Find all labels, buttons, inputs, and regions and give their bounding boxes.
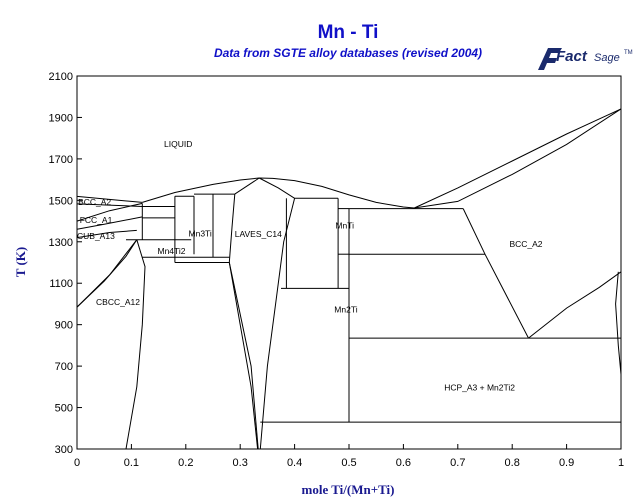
- phase-label-bcc-a2-left: BCC_A2: [78, 197, 111, 207]
- y-tick-label: 300: [55, 444, 73, 456]
- x-tick-label: 0.7: [450, 457, 465, 469]
- x-tick-label: 0.8: [505, 457, 520, 469]
- diagram-title: Mn - Ti: [318, 22, 379, 43]
- boundary-laves-top-right: [258, 177, 295, 199]
- phase-label-mn3ti: Mn3Ti: [189, 229, 212, 239]
- y-tick-label: 1700: [49, 154, 73, 166]
- phase-label-fcc-a1: FCC_A1: [80, 215, 113, 225]
- boundary-laves-top-left: [234, 177, 260, 195]
- x-tick-label: 0.6: [396, 457, 411, 469]
- logo-word-fact: Fact: [556, 48, 588, 65]
- boundary-hcp-solvus: [615, 271, 622, 375]
- phase-label-hcp-mn2ti: HCP_A3 + Mn2Ti2: [444, 383, 515, 393]
- boundary-liquidus-dome: [142, 177, 415, 209]
- boundary-hcp-bcc-right: [528, 271, 622, 339]
- x-tick-label: 0.3: [233, 457, 248, 469]
- logo-f-swoosh-icon: [538, 48, 562, 70]
- x-tick-label: 0.4: [287, 457, 302, 469]
- y-axis-label: T (K): [13, 247, 28, 277]
- y-tick-label: 1900: [49, 112, 73, 124]
- phase-label-mn2ti: Mn2Ti: [334, 305, 357, 315]
- phase-boundaries: [76, 108, 622, 450]
- diagram-subtitle: Data from SGTE alloy databases (revised …: [214, 46, 482, 60]
- x-axis-label: mole Ti/(Mn+Ti): [302, 482, 395, 497]
- phase-label-cbcc-a12: CBCC_A12: [96, 297, 140, 307]
- y-tick-label: 2100: [49, 71, 73, 83]
- x-axis-ticks: 0 0.1 0.2 0.3 0.4 0.5 0.6 0.7 0.8 0.9 1: [74, 444, 624, 469]
- phase-label-laves-c14: LAVES_C14: [235, 229, 282, 239]
- boundary-cbcc-solvus: [76, 239, 138, 308]
- boundary-liquidus-mn-left: [76, 195, 143, 203]
- phase-label-mn4ti2: Mn4Ti2: [158, 246, 186, 256]
- x-tick-label: 0.9: [559, 457, 574, 469]
- phase-label-mnti: MnTi: [335, 221, 354, 231]
- boundary-bcc-fcc-left: [76, 202, 143, 222]
- y-axis-ticks: 300 500 700 900 1100 1300 1500 1700 1900 2100: [49, 71, 82, 456]
- phase-label-bcc-a2-right: BCC_A2: [509, 239, 542, 249]
- boundary-laves-left: [228, 194, 259, 450]
- boundary-cub-left-lower: [76, 229, 137, 239]
- boundary-bcc-boundary-lower: [462, 208, 529, 339]
- x-tick-label: 0.2: [178, 457, 193, 469]
- x-tick-label: 0: [74, 457, 80, 469]
- y-tick-label: 1300: [49, 237, 73, 249]
- phase-label-liquid: LIQUID: [164, 139, 192, 149]
- phase-labels: LIQUID BCC_A2 FCC_A1 CUB_A13 Mn3Ti LAVES_C14 M…: [77, 139, 543, 393]
- y-tick-label: 500: [55, 403, 73, 415]
- boundary-solidus-ti: [414, 108, 622, 209]
- boundary-laves-left-inner: [228, 262, 259, 450]
- x-tick-label: 1: [618, 457, 624, 469]
- x-tick-label: 0.1: [124, 457, 139, 469]
- boundary-fcc-cub-left: [76, 216, 143, 230]
- boundary-laves-right: [259, 198, 296, 450]
- x-tick-label: 0.5: [341, 457, 356, 469]
- y-tick-label: 1500: [49, 195, 73, 207]
- factsage-logo: Fact Sage TM: [538, 48, 633, 70]
- logo-trademark: TM: [624, 50, 633, 56]
- phase-label-cub-a13: CUB_A13: [77, 231, 115, 241]
- boundary-cbcc-mn4ti2: [125, 239, 146, 450]
- boundary-liquidus-ti: [414, 108, 622, 209]
- y-tick-label: 900: [55, 320, 73, 332]
- logo-word-sage: Sage: [594, 52, 620, 64]
- y-tick-label: 1100: [49, 278, 73, 290]
- y-tick-label: 700: [55, 361, 73, 373]
